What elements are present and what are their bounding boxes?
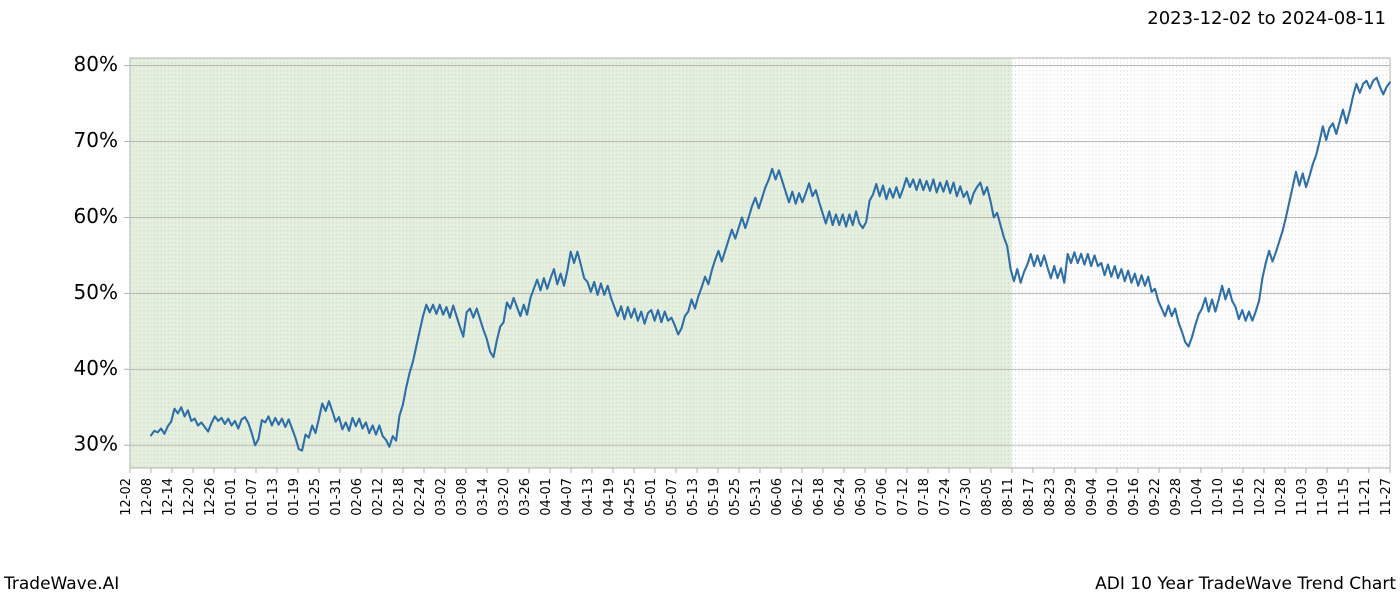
- x-tick-label: 07-30: [959, 478, 974, 516]
- x-tick-label: 08-17: [1022, 478, 1037, 516]
- x-tick-label: 12-20: [182, 478, 197, 516]
- x-tick-label: 12-08: [140, 478, 155, 516]
- x-tick-label: 05-13: [686, 478, 701, 516]
- y-tick-label: 60%: [74, 204, 118, 228]
- x-tick-label: 02-06: [350, 478, 365, 516]
- x-tick-label: 06-12: [791, 478, 806, 516]
- x-tick-label: 04-01: [539, 478, 554, 516]
- x-tick-label: 09-10: [1106, 478, 1121, 516]
- x-tick-label: 04-19: [602, 478, 617, 516]
- footer-title-text: ADI 10 Year TradeWave Trend Chart: [1095, 574, 1396, 594]
- x-tick-label: 10-22: [1253, 478, 1268, 516]
- x-tick-label: 07-12: [896, 478, 911, 516]
- x-tick-label: 07-06: [875, 478, 890, 516]
- footer-brand-text: TradeWave.AI: [4, 574, 119, 594]
- x-tick-label: 07-24: [938, 478, 953, 516]
- x-tick-label: 05-07: [665, 478, 680, 516]
- x-tick-label: 01-31: [329, 478, 344, 516]
- footer-brand: TradeWave.AI: [4, 574, 119, 594]
- x-tick-label: 01-19: [287, 478, 302, 516]
- x-tick-label: 10-10: [1211, 478, 1226, 516]
- x-tick-label: 08-05: [980, 478, 995, 516]
- x-tick-label: 04-25: [623, 478, 638, 516]
- x-tick-label: 03-02: [434, 478, 449, 516]
- x-tick-label: 08-23: [1043, 478, 1058, 516]
- x-tick-label: 03-08: [455, 478, 470, 516]
- x-tick-label: 08-29: [1064, 478, 1079, 516]
- x-tick-label: 12-26: [203, 478, 218, 516]
- y-tick-label: 40%: [74, 356, 118, 380]
- x-tick-label: 12-14: [161, 478, 176, 516]
- chart-svg: 30% 40% 50% 60% 70% 80% 12-02 12-08 12-14 12-20 12…: [0, 0, 1400, 600]
- x-tick-label: 01-01: [224, 478, 239, 516]
- x-tick-label: 11-09: [1316, 478, 1331, 516]
- x-tick-label: 05-25: [728, 478, 743, 516]
- x-tick-label: 08-11: [1001, 478, 1016, 516]
- x-tick-label: 09-04: [1085, 478, 1100, 516]
- x-tick-label: 06-06: [770, 478, 785, 516]
- trend-chart: 30% 40% 50% 60% 70% 80% 12-02 12-08 12-14 12-20 12…: [0, 0, 1400, 600]
- x-tick-label: 02-12: [371, 478, 386, 516]
- x-tick-label: 05-31: [749, 478, 764, 516]
- x-tick-label: 09-22: [1148, 478, 1163, 516]
- x-tick-label: 05-19: [707, 478, 722, 516]
- x-tick-label: 06-30: [854, 478, 869, 516]
- x-tick-label: 10-28: [1274, 478, 1289, 516]
- x-tick-label: 01-25: [308, 478, 323, 516]
- x-tick-label: 02-24: [413, 478, 428, 516]
- x-tick-label: 05-01: [644, 478, 659, 516]
- x-tick-label: 03-20: [497, 478, 512, 516]
- y-tick-label: 30%: [74, 432, 118, 456]
- x-tick-label: 09-16: [1127, 478, 1142, 516]
- x-tick-label: 02-18: [392, 478, 407, 516]
- x-tick-label: 10-16: [1232, 478, 1247, 516]
- footer-title: ADI 10 Year TradeWave Trend Chart: [1095, 574, 1396, 594]
- x-tick-label: 11-21: [1358, 478, 1373, 516]
- x-tick-label: 01-07: [245, 478, 260, 516]
- x-tick-label: 10-04: [1190, 478, 1205, 516]
- x-tick-label: 12-02: [119, 478, 134, 516]
- x-tick-label: 06-18: [812, 478, 827, 516]
- x-tick-label: 07-18: [917, 478, 932, 516]
- y-tick-label: 80%: [74, 52, 118, 76]
- x-tick-label: 04-13: [581, 478, 596, 516]
- x-tick-label: 11-27: [1379, 478, 1394, 516]
- x-tick-label: 11-03: [1295, 478, 1310, 516]
- x-tick-label: 09-28: [1169, 478, 1184, 516]
- x-tick-label: 04-07: [560, 478, 575, 516]
- x-tick-label: 06-24: [833, 478, 848, 516]
- y-tick-label: 50%: [74, 280, 118, 304]
- x-tick-label: 11-15: [1337, 478, 1352, 516]
- x-tick-label: 01-13: [266, 478, 281, 516]
- x-tick-label: 03-26: [518, 478, 533, 516]
- y-tick-label: 70%: [74, 128, 118, 152]
- x-tick-label: 03-14: [476, 478, 491, 516]
